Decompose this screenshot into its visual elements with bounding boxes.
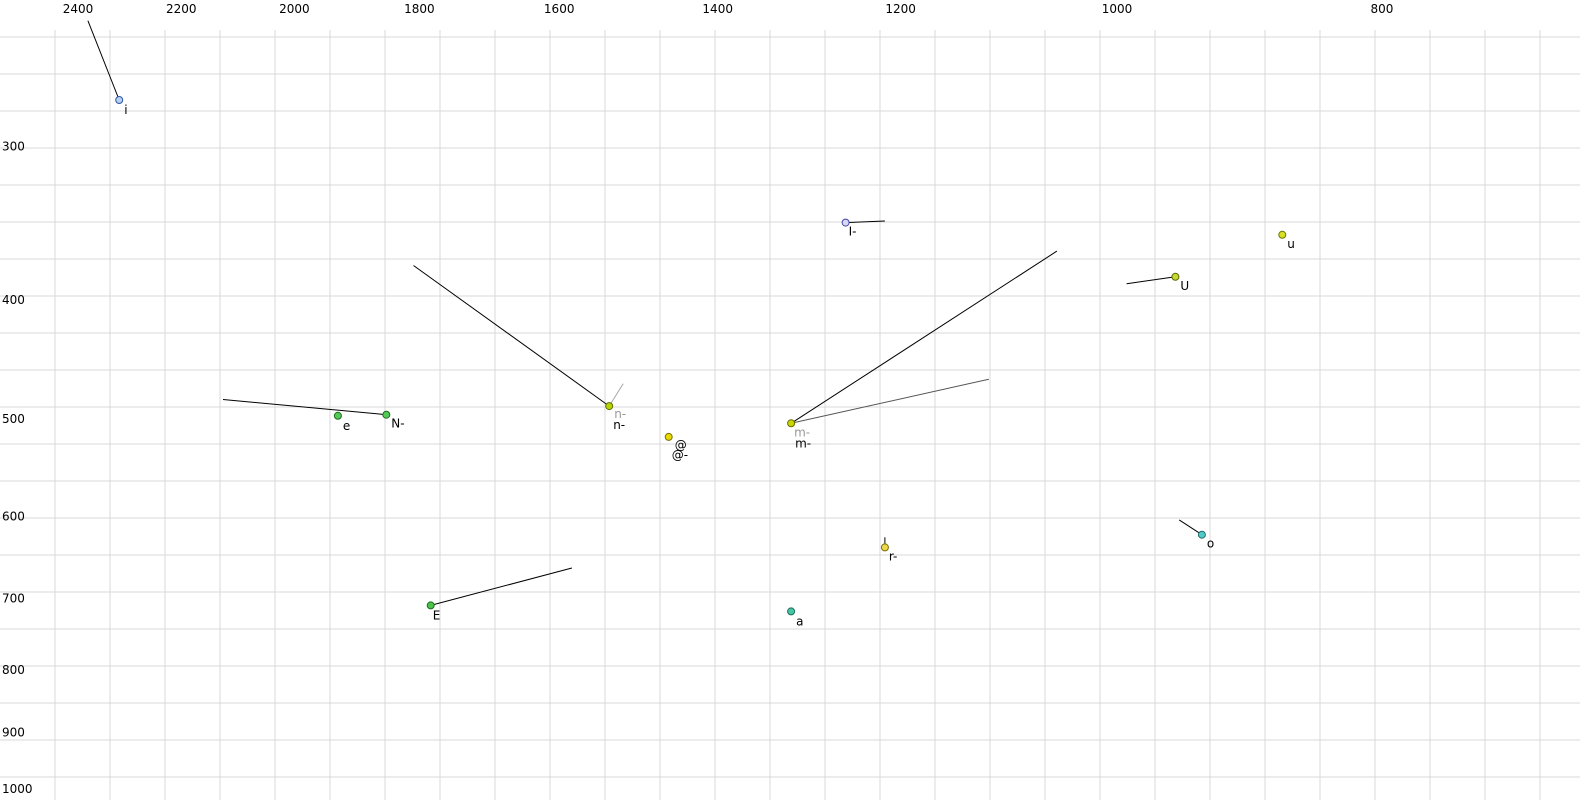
point-marker [880,543,889,552]
y-tick-label: 600 [2,509,25,523]
x-tick-label: 1400 [702,2,733,16]
x-tick-label: 800 [1370,2,1393,16]
point-schwa: @@- [664,432,688,462]
point-label: I- [849,225,857,239]
point-marker [1197,530,1206,539]
x-tick-label: 2400 [63,2,94,16]
y-tick-label: 400 [2,293,25,307]
point-label: m- [795,436,811,450]
x-tick-label: 1000 [1102,2,1133,16]
point-label: r- [889,549,898,563]
point-marker [382,410,391,419]
point-marker [787,419,796,428]
point-r: r- [880,537,898,563]
point-label: i [124,103,127,117]
y-tick-label: 500 [2,412,25,426]
x-axis-tick-labels: 2400 2200 2000 1800 1600 1400 1200 1000 800 [63,2,1394,16]
trajectory-line [790,250,1058,424]
point-marker [787,607,796,616]
point-marker [115,96,124,104]
y-tick-label: 900 [2,726,25,740]
y-tick-label: 1000 [2,782,33,796]
point-marker [605,402,614,411]
point-o: o [1178,519,1214,551]
x-tick-label: 1200 [885,2,916,16]
point-label: u [1287,237,1295,251]
y-tick-label: 300 [2,139,25,153]
point-a: a [787,607,803,628]
x-tick-label: 1800 [404,2,435,16]
data-points: i I-u Ue N-n-n- @@- m-m-r-o E a [87,20,1295,628]
y-tick-label: 700 [2,592,25,606]
y-tick-label: 800 [2,663,25,677]
point-n: n-n- [413,265,626,432]
point-label: a [796,614,803,628]
point-marker [333,411,342,420]
point-marker [1278,230,1287,239]
point-label: N- [391,417,404,431]
point-marker [1171,272,1180,281]
point-label: E [433,608,441,622]
point-label: o [1207,537,1214,551]
point-marker [664,432,673,441]
trajectory-line [87,20,120,101]
trajectory-line [845,220,885,224]
point-label: e [343,419,350,433]
trajectory-line [608,383,624,407]
point-m: m-m- [787,250,1058,450]
point-big-e: E [426,567,573,622]
point-label: n- [614,407,626,421]
point-label: @ [675,438,687,452]
x-tick-label: 2000 [279,2,310,16]
trajectory-line [790,378,990,424]
point-big-n: N- [222,399,405,431]
point-label: U [1180,279,1189,293]
point-big-i: I- [841,218,885,239]
trajectory-line [430,567,573,606]
point-e: e [333,411,350,433]
point-i: i [87,20,128,117]
trajectory-line [413,265,610,407]
grid [0,30,1580,800]
point-label: n- [613,418,625,432]
point-label: m- [794,425,810,439]
x-tick-label: 1600 [544,2,575,16]
trajectory-line [1178,519,1203,536]
trajectory-line [222,399,387,416]
point-marker [841,218,850,227]
trajectory-line [1126,276,1176,285]
point-marker [426,601,435,610]
x-tick-label: 2200 [166,2,197,16]
point-u: u [1278,230,1295,251]
point-label: @- [672,448,688,462]
point-big-u: U [1126,272,1189,293]
y-axis-tick-labels: 300 400 500 600 700 800 900 1000 [2,139,33,796]
